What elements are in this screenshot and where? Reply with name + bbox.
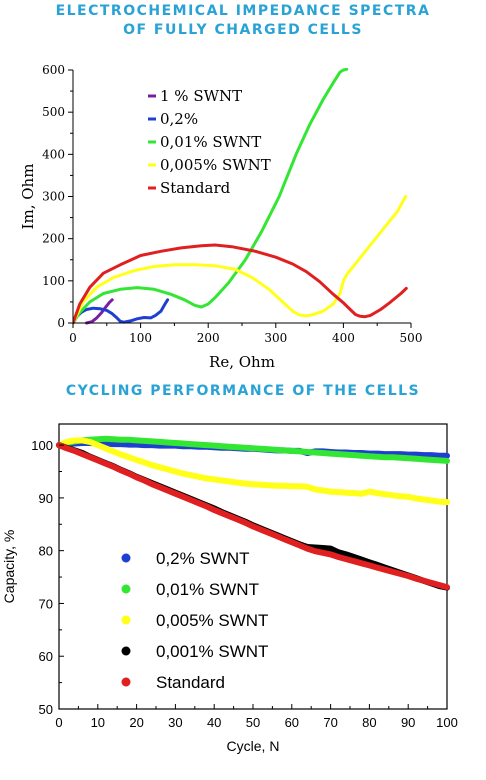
cycling-y-tick-label: 50 xyxy=(39,702,53,717)
eis-y-axis-label: Im, Ohm xyxy=(19,164,37,230)
cycling-x-tick-label: 10 xyxy=(91,715,105,730)
eis-series-0-005-swnt xyxy=(73,195,408,325)
cycling-legend-marker xyxy=(121,553,131,563)
cycling-y-axis-label: Capacity, % xyxy=(1,530,17,604)
cycling-y-tick-label: 100 xyxy=(31,438,53,453)
cycling-legend-label: 0,001% SWNT xyxy=(156,642,268,661)
eis-legend-label: 0,2% xyxy=(160,110,198,128)
cycling-y-tick-label: 60 xyxy=(39,649,53,664)
eis-x-tick-label: 200 xyxy=(197,331,220,345)
cycling-series-0-01-swnt xyxy=(56,435,450,464)
cycling-x-tick-label: 80 xyxy=(362,715,376,730)
eis-x-tick-label: 100 xyxy=(129,331,152,345)
cycling-x-tick-label: 40 xyxy=(207,715,221,730)
cycling-legend-marker xyxy=(121,615,131,625)
cycling-legend-marker xyxy=(121,584,131,594)
cycling-y-tick-label: 80 xyxy=(39,544,53,559)
cycling-x-tick-label: 50 xyxy=(246,715,260,730)
eis-title-line2: OF FULLY CHARGED CELLS xyxy=(123,22,363,38)
cycling-legend-label: Standard xyxy=(156,673,225,692)
cycling-title: CYCLING PERFORMANCE OF THE CELLS xyxy=(65,383,421,399)
eis-legend-label: 1 % SWNT xyxy=(160,87,242,105)
eis-x-tick-label: 500 xyxy=(400,331,423,345)
cycling-x-axis-label: Cycle, N xyxy=(227,738,280,754)
cycling-x-tick-label: 0 xyxy=(55,715,62,730)
cycling-legend-label: 0,01% SWNT xyxy=(156,580,259,599)
cycling-y-tick-label: 70 xyxy=(39,596,53,611)
cycling-x-tick-label: 70 xyxy=(323,715,337,730)
eis-y-tick-label: 400 xyxy=(42,147,65,161)
cycling-legend-marker xyxy=(121,646,131,656)
eis-x-tick-label: 300 xyxy=(264,331,287,345)
eis-series-0-2 xyxy=(73,298,170,325)
eis-y-tick-label: 100 xyxy=(42,274,65,288)
eis-chart: 0 100 200 300 400 500 0 100 200 300 400 500 600 Re, O… xyxy=(19,63,423,371)
eis-legend-label: 0,005% SWNT xyxy=(160,156,271,174)
cycling-x-tick-label: 60 xyxy=(285,715,299,730)
cycling-y-tick-label: 90 xyxy=(39,491,53,506)
cycling-legend-marker xyxy=(121,677,131,687)
cycling-legend-label: 0,2% SWNT xyxy=(156,549,250,568)
eis-y-tick-label: 500 xyxy=(42,105,65,119)
eis-y-tick-label: 600 xyxy=(42,63,65,77)
eis-y-tick-label: 300 xyxy=(42,190,65,204)
eis-legend-label: 0,01% SWNT xyxy=(160,133,261,151)
cycling-legend-label: 0,005% SWNT xyxy=(156,611,268,630)
cycling-series-standard xyxy=(56,442,450,591)
eis-legend-label: Standard xyxy=(160,179,231,197)
eis-x-tick-label: 400 xyxy=(332,331,355,345)
cycling-chart: 0 10 20 30 40 50 60 70 80 90 100 50 60 70 80 90 100 Cycle… xyxy=(1,423,458,754)
cycling-x-tick-label: 20 xyxy=(129,715,143,730)
eis-series-standard xyxy=(73,243,408,325)
eis-y-tick-label: 0 xyxy=(57,316,65,330)
cycling-x-tick-label: 30 xyxy=(168,715,182,730)
cycling-x-tick-label: 90 xyxy=(401,715,415,730)
eis-title-line1: ELECTROCHEMICAL IMPEDANCE SPECTRA xyxy=(55,3,431,19)
eis-x-axis-label: Re, Ohm xyxy=(209,353,275,371)
eis-series-1-swnt xyxy=(85,298,114,325)
eis-series-0-01-swnt xyxy=(73,68,349,325)
cycling-series-0-005-swnt xyxy=(56,437,450,506)
eis-x-tick-label: 0 xyxy=(69,331,77,345)
cycling-x-tick-label: 100 xyxy=(436,715,458,730)
eis-y-tick-label: 200 xyxy=(42,232,65,246)
